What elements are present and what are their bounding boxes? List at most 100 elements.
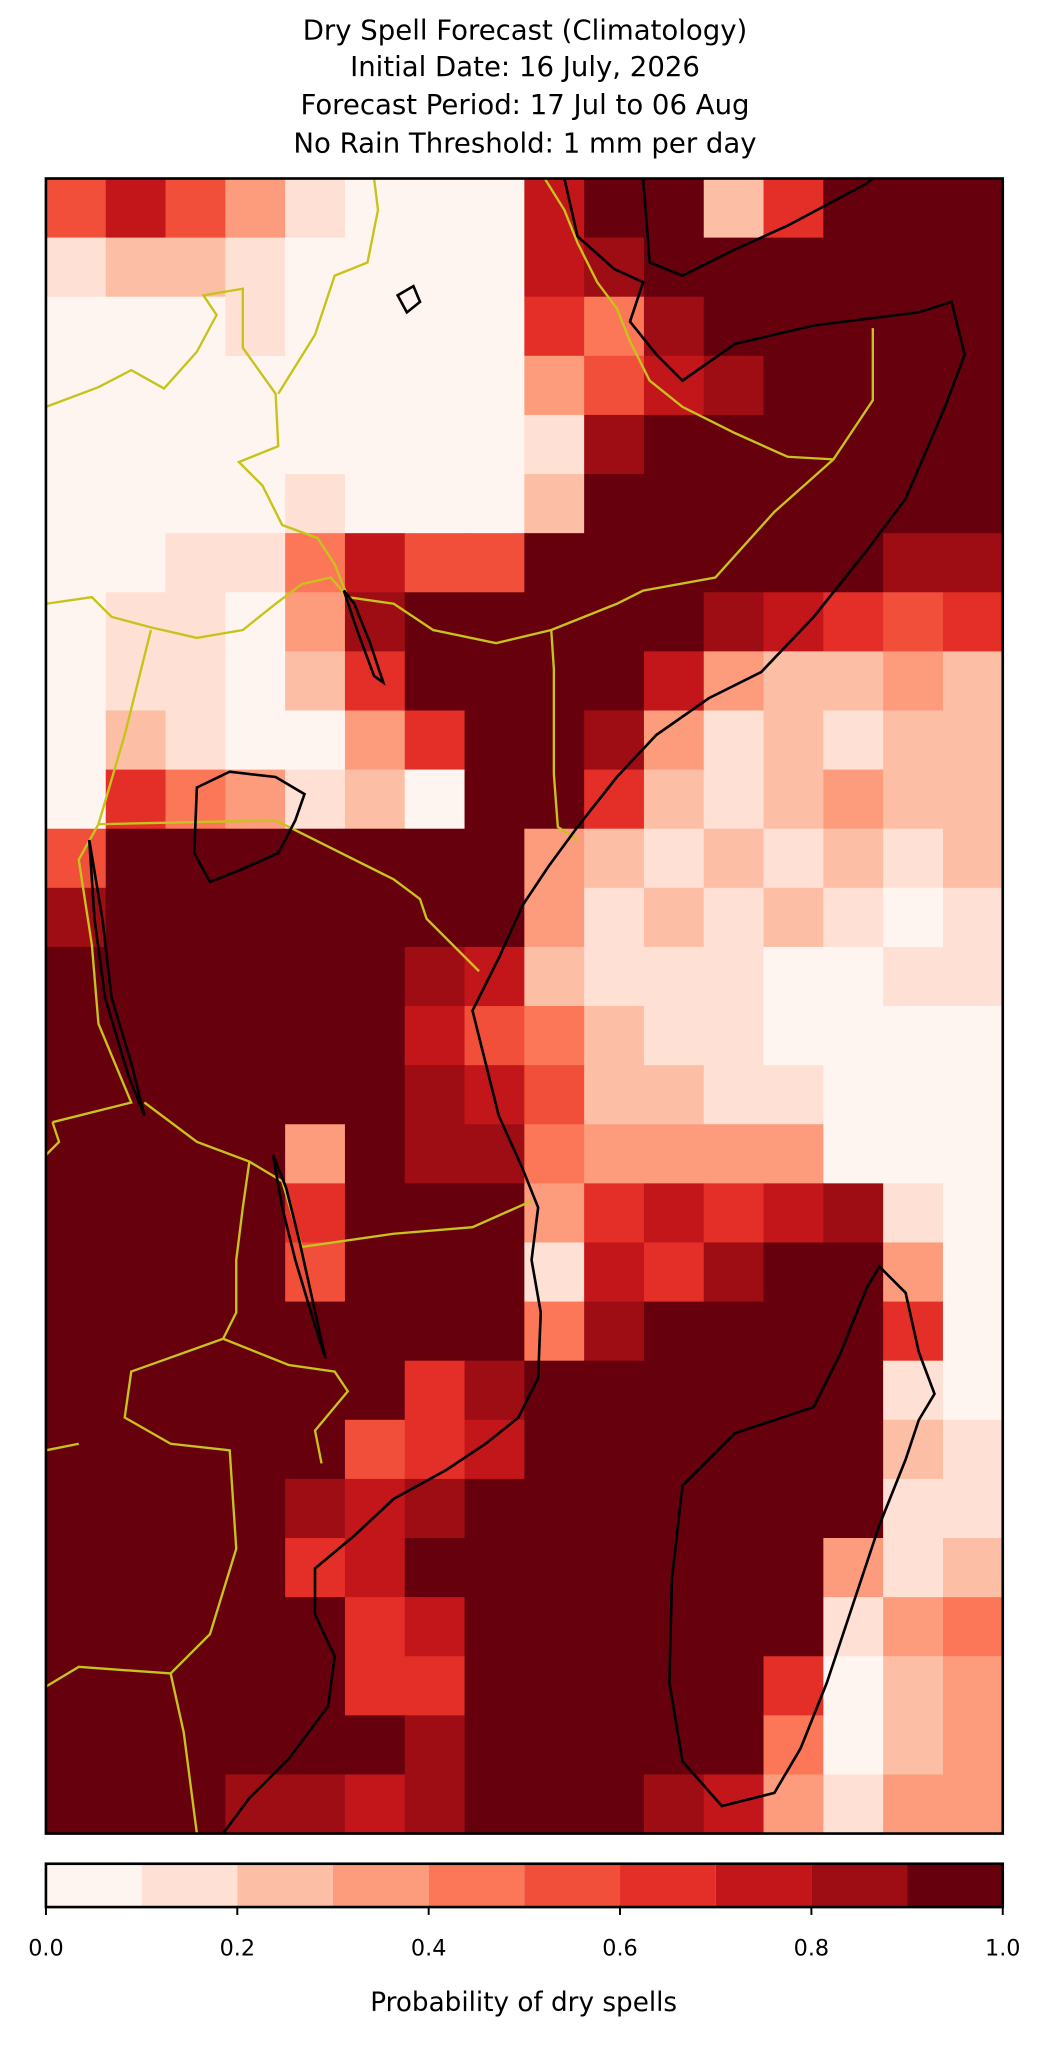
- grid-cell: [942, 178, 1004, 239]
- grid-cell: [703, 1715, 765, 1776]
- grid-cell: [883, 1183, 944, 1244]
- grid-cell: [45, 178, 107, 239]
- grid-cell: [823, 355, 884, 416]
- grid-cell: [524, 414, 585, 475]
- grid-cell: [942, 651, 1004, 712]
- grid-cell: [225, 1774, 286, 1835]
- country-border: [52, 629, 153, 1124]
- grid-cell: [225, 178, 286, 239]
- grid-cell: [584, 1538, 645, 1598]
- grid-cell: [524, 1715, 585, 1776]
- grid-cell: [883, 651, 944, 712]
- colorbar-tick-label: 0.8: [794, 1936, 829, 1962]
- grid-cell: [285, 710, 346, 771]
- grid-cell: [883, 1006, 944, 1066]
- grid-cell: [584, 1242, 645, 1303]
- grid-cell: [763, 887, 825, 948]
- grid-cell: [344, 1124, 406, 1185]
- grid-cell: [285, 592, 346, 653]
- grid-cell: [524, 1774, 585, 1835]
- grid-cell: [45, 1715, 107, 1776]
- grid-cell: [165, 1538, 226, 1598]
- grid-cell: [225, 828, 286, 889]
- grid-cell: [344, 474, 406, 534]
- grid-cell: [823, 651, 884, 712]
- grid-cell: [404, 887, 466, 948]
- grid-cell: [942, 1715, 1004, 1776]
- grid-cell: [883, 946, 944, 1007]
- colorbar-tick-label: 0.4: [411, 1936, 446, 1962]
- grid-cell: [165, 592, 226, 653]
- grid-cell: [763, 651, 825, 712]
- colorbar-segment: [237, 1863, 333, 1908]
- grid-cell: [464, 414, 525, 475]
- grid-cell: [883, 769, 944, 830]
- grid-cell: [763, 1360, 825, 1421]
- colorbar-segment: [620, 1863, 716, 1908]
- grid-cell: [344, 1419, 406, 1480]
- grid-cell: [285, 414, 346, 475]
- grid-cell: [344, 1006, 406, 1066]
- grid-cell: [643, 533, 705, 593]
- grid-cell: [763, 1774, 825, 1835]
- grid-cell: [942, 1360, 1004, 1421]
- grid-cell: [404, 1656, 466, 1717]
- grid-cell: [165, 1006, 226, 1066]
- grid-cell: [105, 769, 167, 830]
- grid-cell: [823, 237, 884, 298]
- title-line: Forecast Period: 17 Jul to 06 Aug: [300, 89, 749, 121]
- grid-cell: [524, 355, 585, 416]
- grid-cell: [285, 1774, 346, 1835]
- grid-cell: [942, 1065, 1004, 1125]
- colorbar-tick-label: 0.6: [602, 1936, 637, 1962]
- coastline: [222, 178, 967, 1834]
- grid-cell: [165, 1124, 226, 1185]
- grid-cell: [404, 178, 466, 239]
- grid-cell: [643, 1124, 705, 1185]
- grid-cell: [763, 1597, 825, 1657]
- grid-cell: [703, 651, 765, 712]
- grid-cell: [105, 1124, 167, 1185]
- grid-cell: [344, 414, 406, 475]
- grid-cell: [225, 1597, 286, 1657]
- title-line: No Rain Threshold: 1 mm per day: [293, 127, 756, 159]
- grid-cell: [225, 592, 286, 653]
- grid-cell: [942, 592, 1004, 653]
- grid-cell: [763, 1478, 825, 1539]
- grid-cell: [643, 710, 705, 771]
- grid-cell: [643, 1419, 705, 1480]
- grid-cell: [225, 474, 286, 534]
- grid-cell: [643, 1065, 705, 1125]
- grid-cell: [344, 1242, 406, 1303]
- grid-cell: [404, 1538, 466, 1598]
- grid-cell: [942, 237, 1004, 298]
- grid-cell: [404, 1065, 466, 1125]
- grid-cell: [703, 1360, 765, 1421]
- grid-cell: [524, 1597, 585, 1657]
- grid-cell: [703, 1006, 765, 1066]
- grid-cell: [105, 1301, 167, 1362]
- grid-cell: [404, 592, 466, 653]
- country-border: [45, 576, 349, 640]
- grid-cell: [823, 1419, 884, 1480]
- grid-cell: [763, 592, 825, 653]
- grid-cell: [105, 296, 167, 357]
- grid-cell: [883, 355, 944, 416]
- grid-cell: [404, 1597, 466, 1657]
- grid-cell: [703, 1597, 765, 1657]
- grid-cell: [344, 1360, 406, 1421]
- grid-cell: [45, 355, 107, 416]
- grid-cell: [225, 710, 286, 771]
- grid-cell: [524, 1478, 585, 1539]
- grid-cell: [105, 1774, 167, 1835]
- grid-cell: [165, 1478, 226, 1539]
- grid-cell: [225, 946, 286, 1007]
- grid-cell: [344, 946, 406, 1007]
- grid-cell: [285, 828, 346, 889]
- grid-cell: [643, 1242, 705, 1303]
- grid-cell: [942, 828, 1004, 889]
- grid-cell: [703, 1538, 765, 1598]
- grid-cell: [404, 769, 466, 830]
- grid-cell: [464, 1478, 525, 1539]
- grid-cell: [703, 592, 765, 653]
